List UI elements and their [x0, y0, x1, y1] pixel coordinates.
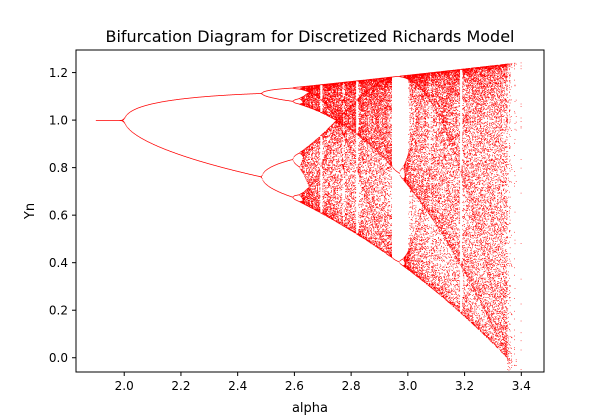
bifurcation-points — [95, 62, 522, 371]
x-axis-ticks: 2.0 2.2 2.4 2.6 2.8 3.0 3.2 3.4 — [115, 372, 531, 393]
y-tick-label: 0.8 — [49, 161, 68, 175]
x-tick-label: 3.0 — [398, 379, 417, 393]
y-axis-label: Yn — [23, 203, 38, 220]
y-tick-label: 1.0 — [49, 114, 68, 128]
plot-points — [95, 62, 522, 371]
y-tick-label: 0.6 — [49, 209, 68, 223]
plot-frame — [75, 49, 545, 373]
x-tick-label: 2.8 — [342, 379, 361, 393]
x-tick-label: 3.2 — [455, 379, 474, 393]
y-tick-label: 0.0 — [49, 351, 68, 365]
y-tick-label: 0.2 — [49, 304, 68, 318]
x-tick-label: 2.2 — [171, 379, 190, 393]
x-tick-label: 3.4 — [512, 379, 531, 393]
x-tick-label: 2.4 — [228, 379, 247, 393]
y-tick-label: 0.4 — [49, 256, 68, 270]
y-tick-label: 1.2 — [49, 66, 68, 80]
chart-title: Bifurcation Diagram for Discretized Rich… — [105, 27, 514, 46]
x-axis-label: alpha — [292, 401, 328, 416]
x-tick-label: 2.0 — [115, 379, 134, 393]
x-tick-label: 2.6 — [285, 379, 304, 393]
y-axis-ticks: 0.0 0.2 0.4 0.6 0.8 1.0 1.2 — [49, 66, 76, 365]
